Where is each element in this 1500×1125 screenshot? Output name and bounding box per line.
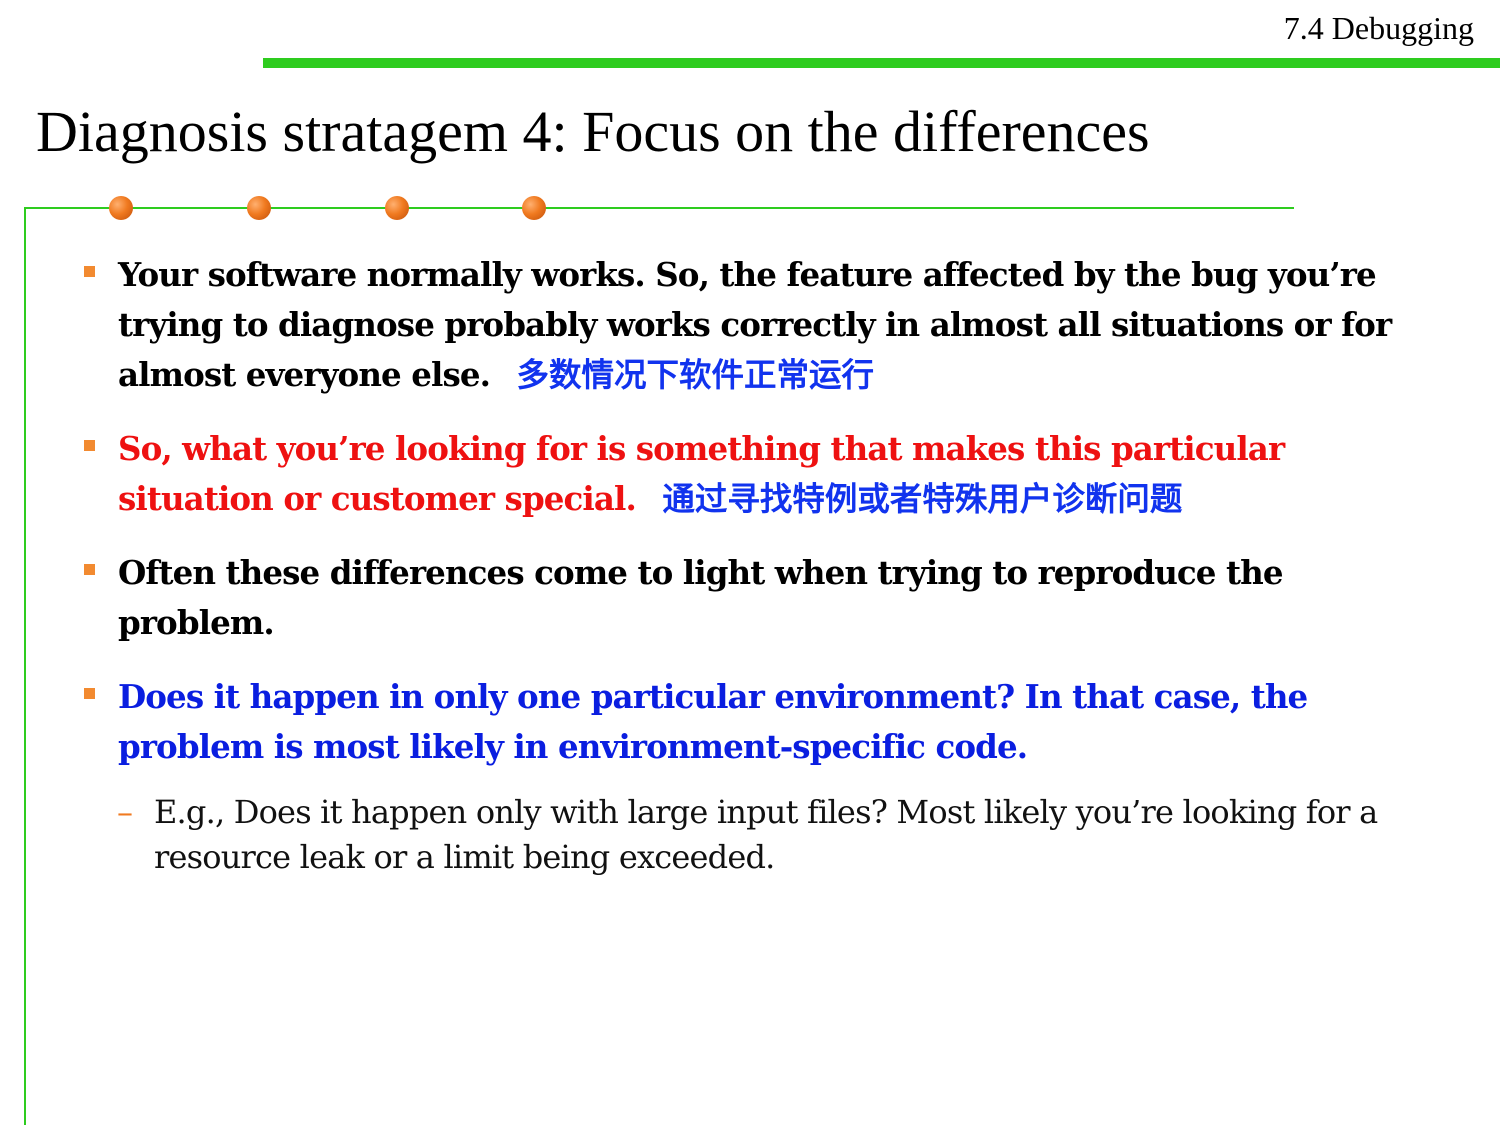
bullet-text: Your software normally works. So, the fe… (118, 255, 1392, 394)
bullet-text: Often these differences come to light wh… (118, 553, 1284, 642)
chinese-note: 多数情况下软件正常运行 (516, 355, 874, 394)
chinese-note: 通过寻找特例或者特殊用户诊断问题 (662, 479, 1183, 518)
decorative-dot-4 (522, 196, 546, 220)
decorative-dot-1 (109, 196, 133, 220)
bullet-item-4: Does it happen in only one particular en… (80, 672, 1420, 772)
bullet-item-3: Often these differences come to light wh… (80, 548, 1420, 648)
frame-top-line (24, 207, 1294, 209)
decorative-dot-3 (385, 196, 409, 220)
header-accent-bar (263, 58, 1500, 68)
sub-bullet-item: – E.g., Does it happen only with large i… (80, 790, 1420, 880)
dash-bullet-icon: – (117, 793, 133, 831)
bullet-item-1: Your software normally works. So, the fe… (80, 250, 1420, 400)
bullet-text: Does it happen in only one particular en… (118, 677, 1308, 766)
decorative-dot-2 (247, 196, 271, 220)
bullet-list: Your software normally works. So, the fe… (80, 250, 1420, 880)
slide-title: Diagnosis stratagem 4: Focus on the diff… (36, 99, 1150, 164)
bullet-text: So, what you’re looking for is something… (118, 429, 1285, 518)
square-bullet-icon (84, 266, 95, 277)
section-label: 7.4 Debugging (1283, 10, 1474, 46)
square-bullet-icon (84, 440, 95, 451)
sub-bullet-text: E.g., Does it happen only with large inp… (154, 793, 1378, 876)
bullet-item-2: So, what you’re looking for is something… (80, 424, 1420, 524)
frame-left-line (24, 207, 26, 1125)
square-bullet-icon (84, 564, 95, 575)
square-bullet-icon (84, 688, 95, 699)
